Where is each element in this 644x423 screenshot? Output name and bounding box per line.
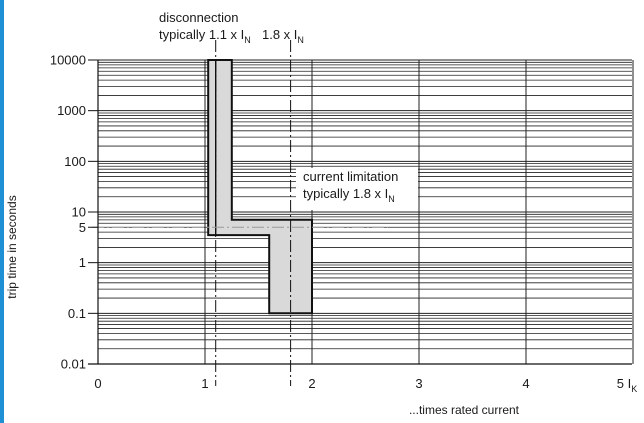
annotation-disconnection-line2: typically 1.1 x IN xyxy=(159,27,251,45)
x-tick-label: 5 IK xyxy=(617,376,637,394)
x-tick-label: 2 xyxy=(308,376,315,391)
trip-band-area xyxy=(207,59,313,315)
left-accent-bar xyxy=(0,0,4,423)
annotation-disconnection-line1: disconnection xyxy=(159,10,239,25)
y-tick-label: 100 xyxy=(64,154,86,169)
y-tick-label: 1000 xyxy=(57,103,86,118)
annotation-current-limitation-line2: typically 1.8 x IN xyxy=(303,186,395,204)
annotation-limit-label: 1.8 x IN xyxy=(262,27,304,45)
y-tick-label: 0.01 xyxy=(61,357,86,372)
y-tick-label: 10000 xyxy=(50,53,86,68)
y-tick-label: 0.1 xyxy=(68,306,86,321)
grid xyxy=(98,59,634,365)
annotation-box-current-limitation xyxy=(296,168,418,210)
annotation-current-limitation-line1: current limitation xyxy=(303,169,398,184)
x-tick-label: 1 xyxy=(201,376,208,391)
y-tick-label: 10 xyxy=(72,205,86,220)
x-tick-subscript: K xyxy=(631,384,637,394)
y-tick-label: 1 xyxy=(79,255,86,270)
y-tick-label: 5 xyxy=(79,220,86,235)
x-tick-label: 4 xyxy=(522,376,529,391)
y-axis-label: trip time in seconds xyxy=(5,195,19,298)
x-tick-label: 0 xyxy=(94,376,101,391)
x-axis-label: ...times rated current xyxy=(409,403,520,417)
x-tick-label: 3 xyxy=(415,376,422,391)
reference-lines xyxy=(92,40,388,386)
